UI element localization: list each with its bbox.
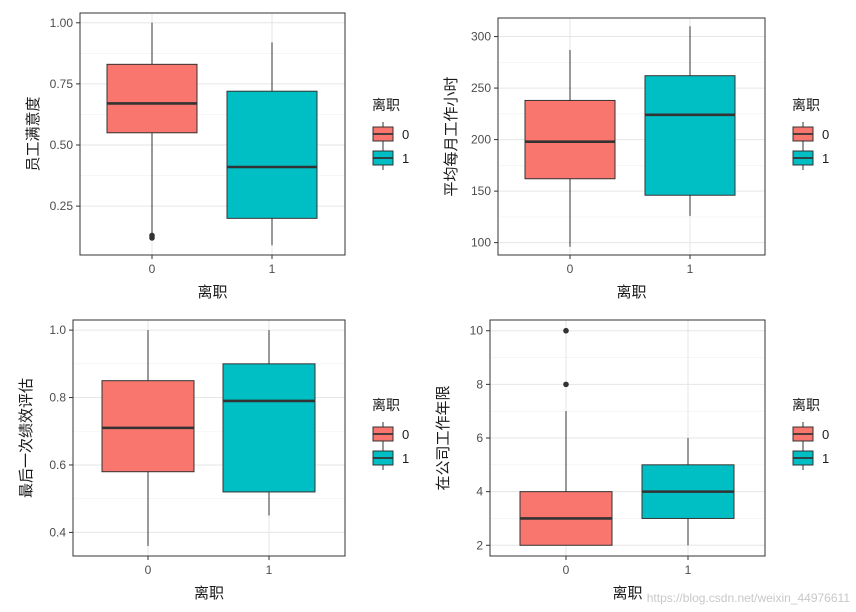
x-tick-label: 0: [149, 262, 156, 276]
y-tick-label: 1.0: [49, 323, 66, 337]
y-tick-label: 2: [476, 538, 483, 552]
legend: 离职0 1: [372, 97, 409, 170]
y-tick-label: 4: [476, 485, 483, 499]
box-0: [106, 22, 198, 241]
y-axis-title: 在公司工作年限: [434, 385, 452, 490]
box-iqr: [106, 63, 198, 134]
x-tick-label: 0: [145, 563, 152, 577]
y-tick-label: 0.6: [49, 458, 66, 472]
legend-item-0: 0: [372, 122, 409, 146]
legend-label: 1: [402, 451, 409, 466]
x-axis-title: 离职: [612, 584, 642, 602]
x-tick-label: 1: [687, 262, 694, 276]
box-0: [519, 327, 613, 546]
legend-item-0: 0: [792, 122, 829, 146]
box-0: [101, 330, 195, 546]
legend-item-1: 1: [792, 146, 829, 170]
box-1: [644, 26, 736, 216]
y-tick-label: 0.25: [50, 199, 74, 213]
box-iqr: [101, 380, 195, 473]
outlier-point: [563, 381, 569, 388]
box-iqr: [644, 75, 736, 196]
legend-label: 1: [822, 451, 829, 466]
legend: 离职0 1: [792, 97, 829, 170]
legend-title: 离职: [372, 397, 400, 414]
box-iqr: [524, 99, 616, 180]
legend-item-1: 1: [792, 446, 829, 470]
y-tick-label: 6: [476, 431, 483, 445]
y-axis-title: 最后一次绩效评估: [17, 378, 35, 498]
x-axis-title: 离职: [197, 283, 227, 301]
legend: 离职0 1: [372, 397, 409, 470]
legend-label: 0: [402, 427, 409, 442]
plot-panel-border: [72, 319, 346, 557]
x-tick-label: 0: [567, 262, 574, 276]
y-tick-label: 0.8: [49, 391, 66, 405]
box-0: [524, 49, 616, 247]
legend-title: 离职: [372, 97, 400, 114]
outlier-point: [563, 327, 569, 334]
x-axis-title: 离职: [194, 584, 224, 602]
legend-label: 0: [402, 127, 409, 142]
y-tick-label: 100: [471, 236, 491, 250]
x-tick-label: 1: [266, 563, 273, 577]
y-tick-label: 150: [471, 184, 491, 198]
x-tick-label: 1: [269, 262, 276, 276]
watermark-text: https://blog.csdn.net/weixin_44976611: [647, 591, 851, 605]
y-axis-title: 员工满意度: [24, 96, 42, 171]
box-1: [222, 330, 316, 516]
y-tick-label: 1.00: [50, 16, 74, 30]
box-1: [226, 42, 318, 246]
legend-label: 1: [402, 151, 409, 166]
legend-item-0: 0: [372, 422, 409, 446]
outlier-point: [149, 232, 155, 239]
x-tick-label: 0: [563, 563, 570, 577]
x-tick-label: 1: [685, 563, 692, 577]
y-tick-label: 250: [471, 81, 491, 95]
y-tick-label: 8: [476, 377, 483, 391]
legend-title: 离职: [792, 97, 820, 114]
y-tick-label: 10: [470, 324, 484, 338]
x-axis-title: 离职: [616, 283, 646, 301]
y-tick-label: 0.50: [50, 138, 74, 152]
legend-title: 离职: [792, 397, 820, 414]
box-iqr: [226, 90, 318, 219]
legend-item-0: 0: [792, 422, 829, 446]
box-1: [641, 438, 735, 546]
legend-label: 0: [822, 127, 829, 142]
y-tick-label: 0.75: [50, 77, 74, 91]
y-tick-label: 200: [471, 133, 491, 147]
legend: 离职0 1: [792, 397, 829, 470]
legend-item-1: 1: [372, 146, 409, 170]
box-iqr: [222, 363, 316, 493]
legend-label: 0: [822, 427, 829, 442]
y-tick-label: 0.4: [49, 525, 66, 539]
legend-item-1: 1: [372, 446, 409, 470]
y-axis-title: 平均每月工作小时: [442, 76, 460, 196]
y-tick-label: 300: [471, 30, 491, 44]
plot-panel-border: [79, 12, 346, 256]
legend-label: 1: [822, 151, 829, 166]
plot-panel-border: [497, 17, 766, 256]
